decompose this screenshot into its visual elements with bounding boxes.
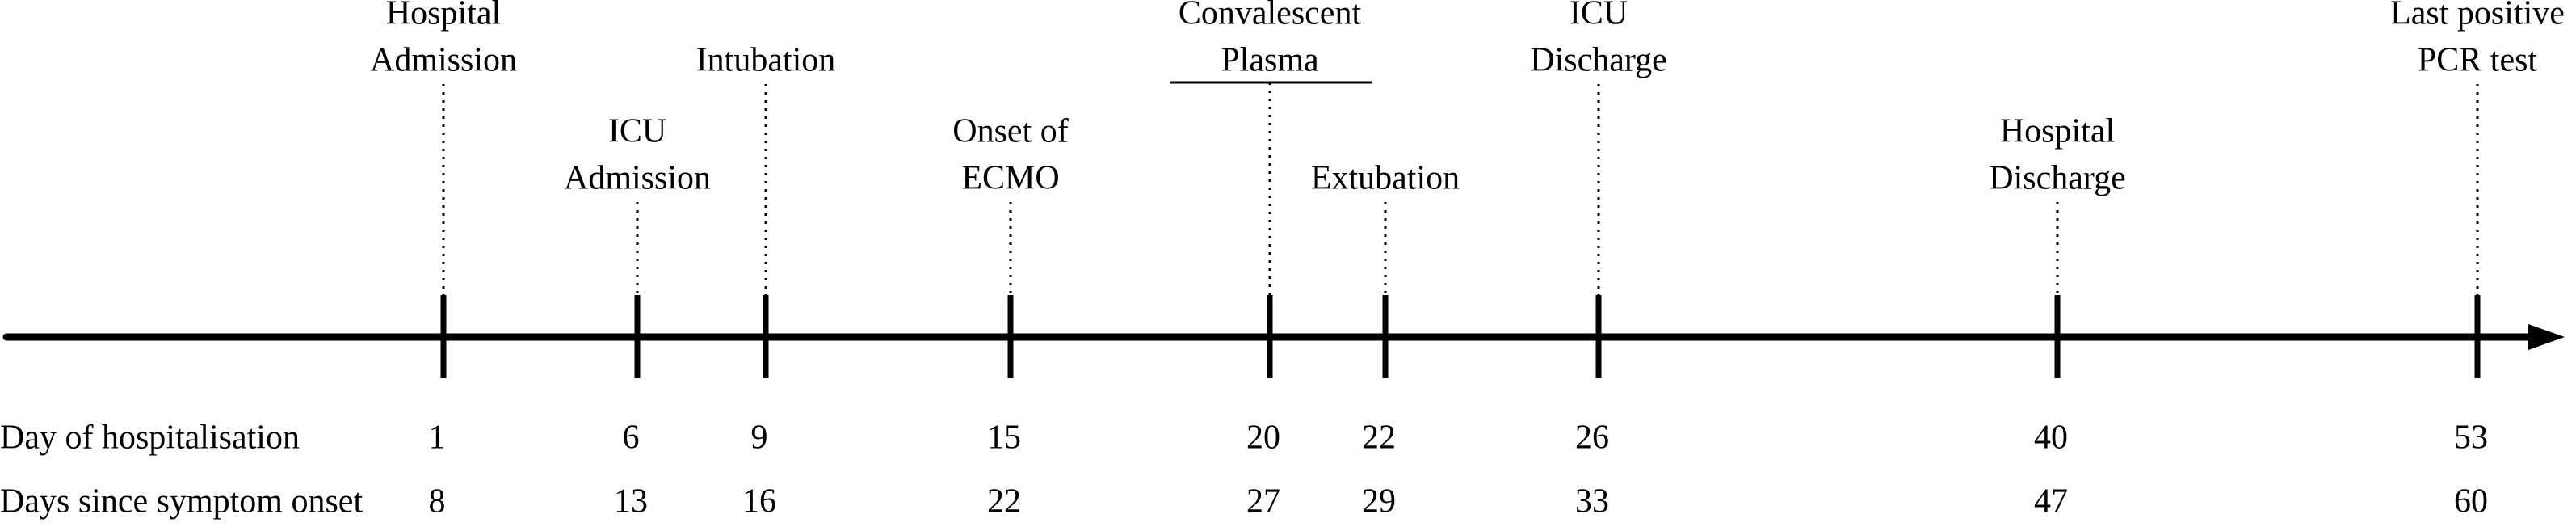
event-label: ICU xyxy=(608,113,666,150)
hospital-day: 40 xyxy=(2034,419,2068,457)
event-label: Admission xyxy=(564,160,711,197)
symptom-day: 16 xyxy=(742,483,776,520)
event-label: ICU xyxy=(1570,0,1628,32)
event-label: Intubation xyxy=(696,42,836,79)
event-label: Discharge xyxy=(1989,160,2126,197)
hospital-day: 26 xyxy=(1575,419,1609,457)
event-label: Admission xyxy=(370,42,517,79)
hospital-day: 6 xyxy=(623,419,640,457)
event-label: PCR test xyxy=(2418,42,2538,79)
row-label: Days since symptom onset xyxy=(0,483,363,520)
hospital-day: 22 xyxy=(1362,419,1396,457)
event-label: Extubation xyxy=(1311,160,1460,197)
row-label: Day of hospitalisation xyxy=(0,419,300,457)
hospital-day: 1 xyxy=(429,419,446,457)
symptom-day: 29 xyxy=(1362,483,1396,520)
event-label: Onset of xyxy=(952,113,1068,150)
event-label: Plasma xyxy=(1221,42,1319,79)
symptom-day: 47 xyxy=(2034,483,2068,520)
event-label: Last positive xyxy=(2390,0,2565,32)
hospital-day: 15 xyxy=(987,419,1021,457)
hospital-day: 53 xyxy=(2454,419,2488,457)
event-label: ECMO xyxy=(961,160,1059,197)
event-label: Convalescent xyxy=(1179,0,1362,32)
event-label: Hospital xyxy=(2000,113,2115,150)
symptom-day: 8 xyxy=(429,483,446,520)
hospital-day: 20 xyxy=(1246,419,1280,457)
symptom-day: 33 xyxy=(1575,483,1609,520)
axis-arrow xyxy=(2528,324,2565,350)
event-label: Hospital xyxy=(386,0,501,32)
hospital-day: 9 xyxy=(751,419,768,457)
symptom-day: 27 xyxy=(1246,483,1280,520)
symptom-day: 22 xyxy=(987,483,1021,520)
symptom-day: 60 xyxy=(2454,483,2488,520)
symptom-day: 13 xyxy=(614,483,648,520)
event-label: Discharge xyxy=(1530,42,1667,79)
